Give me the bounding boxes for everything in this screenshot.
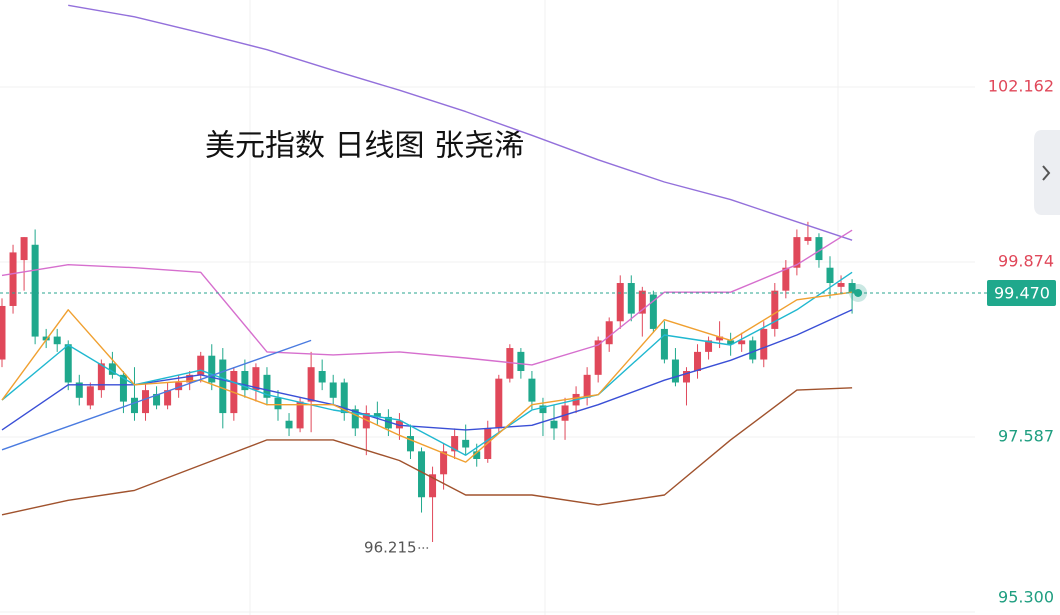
y-tick-label: 97.587 [998,427,1054,446]
y-tick-label: 99.874 [998,252,1054,271]
candle-body [153,393,161,406]
indicator-line [68,4,853,241]
tab-shape[interactable] [1034,130,1060,215]
candle-body [186,374,194,383]
candle-body [351,409,359,429]
candle-body [594,340,602,375]
candle-body [793,237,801,268]
candle-body [86,386,94,406]
indicator-line [1,309,853,431]
candle-body [252,367,260,391]
low-label: 96.215 [364,539,417,557]
candle-body [627,283,635,314]
candle-body [539,405,547,414]
candle-body [550,420,558,429]
candle-body [671,359,679,383]
candle-body [164,390,172,406]
candle-body [517,351,525,372]
candle-body [738,340,746,345]
candle-body [307,367,315,402]
candle-body [75,382,83,398]
candle-body [384,416,392,429]
candle-body [837,283,845,287]
chevron-icon[interactable] [1042,165,1051,181]
candle-body [31,244,39,337]
collapse-tab[interactable] [1034,130,1060,215]
candle-body [782,267,790,291]
candle-body [848,283,856,293]
candle-body [826,267,834,284]
candle-body [418,451,426,498]
candle-body [451,436,459,452]
candle-body [638,290,646,314]
y-tick-label: 102.162 [988,76,1054,95]
indicator-line [1,387,853,516]
chart-title: 美元指数 日线图 张尧浠 [205,129,524,164]
candle-body [373,413,381,417]
candle-body [616,283,624,322]
candle-body [473,451,481,459]
candle-body [119,374,127,402]
candle-body [142,390,150,414]
candle-body [20,237,28,261]
candle-body [440,451,448,475]
indicator-line [1,271,853,456]
candle-body [771,290,779,329]
candle-body [804,237,812,241]
candle-body [108,363,116,375]
candle-body [241,371,249,391]
candle-body [175,382,183,391]
candle-body [208,355,216,383]
candle-body [506,348,514,379]
candle-body [0,305,6,360]
candle-body [395,420,403,429]
candle-body [705,340,713,352]
candle-body [727,340,735,345]
candle-body [274,397,282,410]
candle-body [429,474,437,498]
y-tick-label: 95.300 [998,588,1054,607]
candle-body [561,405,569,421]
candle-body [97,363,105,391]
candle-body [760,328,768,360]
candle-body [130,397,138,414]
candle-body [9,252,17,306]
candle-body [406,436,414,452]
candle-body [318,371,326,383]
candle-body [649,294,657,329]
candle-body [583,374,591,398]
candle-body [64,344,72,383]
candle-body [53,336,61,345]
candle-body [462,439,470,448]
candle-body [285,420,293,429]
indicator-line [1,291,853,463]
trend-line [1,339,312,451]
candle-body [340,382,348,414]
candle-body [219,359,227,414]
candle-body [605,321,613,345]
candle-body [495,378,503,429]
candle-body [296,401,304,429]
candle-body [716,336,724,341]
candle-body [42,336,50,341]
indicator-line [1,229,853,366]
candle-body [197,355,205,375]
candle-body [682,371,690,383]
candle-body [694,351,702,372]
candle-body [749,340,757,360]
candle-body [528,378,536,402]
last-price-label: 99.470 [994,283,1050,302]
candle-body [263,374,271,398]
candle-body [329,382,337,398]
last-price-box [987,279,1056,306]
candle-body [660,328,668,360]
last-price-dot [854,288,863,297]
candle-body [815,237,823,261]
